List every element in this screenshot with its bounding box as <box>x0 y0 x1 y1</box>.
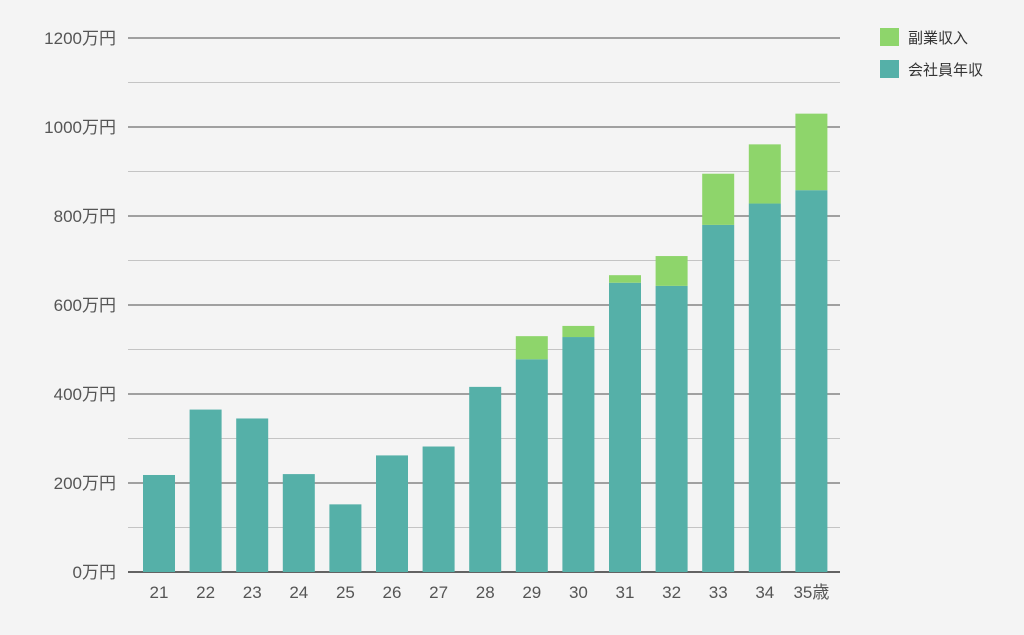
bar-salary-35歳 <box>795 190 828 572</box>
legend-label: 会社員年収 <box>908 62 983 79</box>
x-tick-label: 24 <box>289 583 308 602</box>
bar-salary-28 <box>469 386 502 572</box>
legend-swatch <box>880 28 899 46</box>
y-tick-label: 600万円 <box>54 296 116 315</box>
y-tick-label: 1200万円 <box>44 29 116 48</box>
x-tick-label: 28 <box>476 583 495 602</box>
x-tick-label: 21 <box>150 583 169 602</box>
x-tick-label: 27 <box>429 583 448 602</box>
bar-salary-24 <box>282 474 315 572</box>
x-axis-tick-labels: 21 22 23 24 25 26 27 28 29 30 31 32 33 34 35歳 <box>150 583 830 602</box>
bar-side-income-30 <box>562 325 595 338</box>
bar-salary-33 <box>702 224 735 572</box>
bar-salary-30 <box>562 337 595 572</box>
bar-side-income-29 <box>515 336 548 360</box>
bar-side-income-35歳 <box>795 113 828 191</box>
x-tick-label: 30 <box>569 583 588 602</box>
y-tick-label: 400万円 <box>54 385 116 404</box>
x-tick-label: 33 <box>709 583 728 602</box>
x-tick-label: 26 <box>383 583 402 602</box>
y-tick-label: 200万円 <box>54 474 116 493</box>
bar-side-income-34 <box>748 144 781 204</box>
x-tick-label: 34 <box>755 583 774 602</box>
x-tick-label: 29 <box>522 583 541 602</box>
y-axis-tick-labels: 0万円 200万円 400万円 600万円 800万円 1000万円 1200万円 <box>44 29 116 582</box>
bar-side-income-33 <box>702 173 735 225</box>
bar-salary-23 <box>236 418 269 572</box>
bar-salary-21 <box>143 474 175 572</box>
bar-side-income-32 <box>655 256 688 286</box>
x-tick-label: 31 <box>616 583 635 602</box>
bars <box>143 113 828 573</box>
bar-salary-27 <box>422 446 455 572</box>
x-tick-label: 22 <box>196 583 215 602</box>
y-tick-label: 1000万円 <box>44 118 116 137</box>
bar-salary-32 <box>655 285 688 572</box>
bar-salary-25 <box>329 504 362 572</box>
y-tick-label: 0万円 <box>73 563 116 582</box>
y-tick-label: 800万円 <box>54 207 116 226</box>
bar-salary-29 <box>515 359 548 572</box>
x-tick-label: 25 <box>336 583 355 602</box>
x-tick-label: 23 <box>243 583 262 602</box>
bar-salary-31 <box>609 282 641 572</box>
legend-label: 副業収入 <box>908 30 968 47</box>
x-tick-label: 35歳 <box>793 583 829 602</box>
x-tick-label: 32 <box>662 583 681 602</box>
bar-side-income-31 <box>609 275 641 283</box>
bar-salary-22 <box>189 409 222 572</box>
bar-salary-26 <box>376 455 408 572</box>
bar-salary-34 <box>748 203 781 573</box>
legend-swatch <box>880 60 899 78</box>
